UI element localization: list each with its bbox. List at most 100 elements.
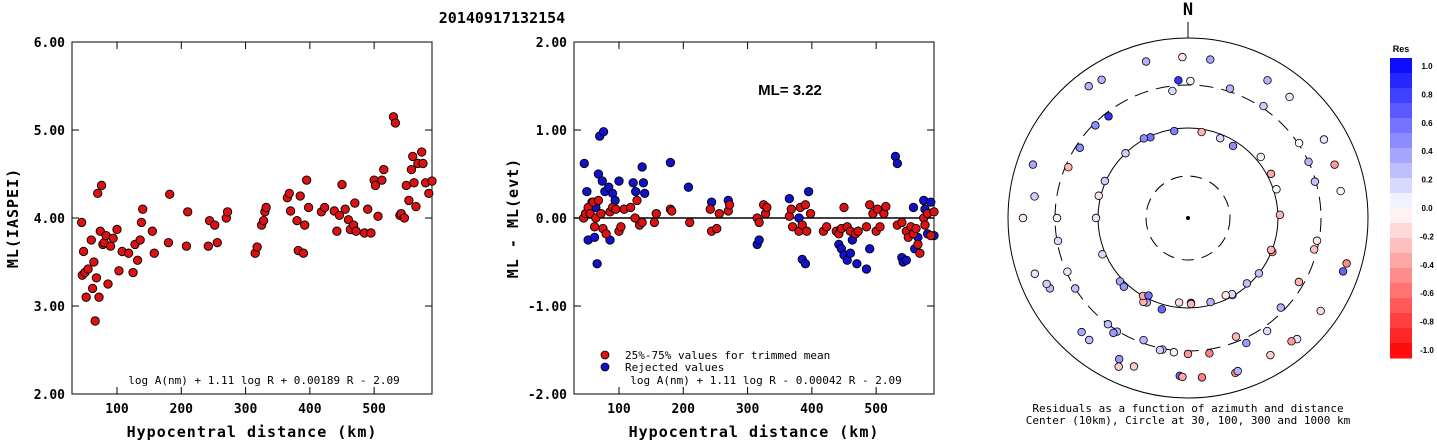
data-point (112, 224, 122, 235)
rejected-point (901, 255, 912, 265)
colorbar-swatch (1390, 88, 1412, 104)
trimmed-point (839, 202, 849, 213)
plot1-y-axis-label: ML(IASPEI) (4, 168, 22, 268)
colorbar-tick-label: 0.8 (1421, 90, 1433, 99)
polar-point (1174, 298, 1184, 307)
data-point (295, 191, 305, 201)
plot1-points (76, 112, 437, 326)
x-tick-label: 200 (170, 402, 194, 417)
plot1-x-axis-label: Hypocentral distance (km) (127, 423, 378, 441)
colorbar-swatch (1390, 103, 1412, 119)
y-tick-label: 4.00 (34, 212, 65, 227)
data-point (203, 241, 213, 251)
colorbar-swatch (1390, 283, 1412, 299)
plot2-formula: log A(nm) + 1.11 log R - 0.00042 R - 2.0… (630, 374, 902, 387)
colorbar-tick-label: 1.0 (1421, 62, 1433, 71)
rejected-point (628, 178, 638, 188)
polar-point (1139, 134, 1149, 143)
polar-point (1336, 186, 1345, 196)
rejected-point (614, 176, 624, 186)
trimmed-point (821, 222, 832, 232)
polar-point (1104, 112, 1113, 121)
trimmed-point (724, 200, 735, 210)
data-point (351, 226, 361, 236)
legend-label-rejected: Rejected values (625, 361, 724, 374)
x-tick-label: 300 (234, 402, 258, 417)
polar-point (1312, 236, 1322, 245)
data-point (81, 292, 91, 302)
colorbar-swatch (1390, 298, 1412, 314)
rejected-point (800, 259, 811, 269)
azimuth-residual-plot: N Residuals as a function of azimuth and… (1007, 0, 1369, 427)
trimmed-point (926, 230, 936, 241)
colorbar-swatch (1390, 133, 1412, 149)
plot2-x-axis-label: Hypocentral distance (km) (629, 423, 880, 441)
trimmed-point (705, 204, 715, 214)
rejected-point (638, 178, 649, 188)
rejected-point (589, 232, 600, 243)
residual-colorbar: Res 1.0 0.8 0.6 0.4 0.2 0.0 -0.2 -0.4 -0.6 -0.8 -1… (1390, 44, 1434, 359)
polar-point (1157, 305, 1167, 314)
data-point (123, 248, 134, 258)
polar-point (1186, 76, 1195, 86)
data-point (96, 180, 107, 191)
legend-marker-trimmed (600, 350, 610, 360)
polar-point (1169, 348, 1179, 357)
polar-point (1139, 335, 1148, 345)
data-point (408, 151, 418, 162)
colorbar-swatch (1390, 223, 1412, 239)
rejected-point (892, 158, 903, 169)
trimmed-point (797, 220, 807, 230)
trimmed-point (800, 200, 811, 210)
data-point (300, 220, 310, 230)
polar-point (1266, 169, 1276, 179)
data-point (78, 246, 89, 257)
colorbar-tick-label: 0.2 (1421, 176, 1433, 185)
rejected-point (579, 158, 589, 169)
trimmed-point (875, 222, 885, 232)
rejected-point (582, 186, 592, 197)
polar-point (1103, 320, 1113, 329)
x-tick-label: 200 (672, 402, 696, 417)
data-point (390, 118, 401, 128)
data-point (377, 175, 387, 185)
polar-point (1091, 213, 1101, 223)
data-point (417, 147, 427, 157)
data-point (147, 226, 158, 236)
data-point (411, 201, 421, 212)
trimmed-point (651, 208, 661, 219)
colorbar-tick-label: -0.2 (1420, 232, 1434, 241)
polar-point (1272, 185, 1281, 194)
data-point (370, 180, 381, 191)
rejected-point (640, 188, 650, 199)
polar-point (1275, 210, 1285, 219)
polar-point (1075, 143, 1085, 152)
data-point (93, 188, 103, 199)
trimmed-point (625, 202, 636, 213)
data-point (332, 226, 342, 236)
polar-point (1178, 372, 1187, 382)
rejected-point (852, 259, 862, 269)
polar-point (1205, 349, 1214, 358)
polar-point (1091, 121, 1100, 130)
trimmed-point (762, 202, 772, 213)
plot2-legend: 25%-75% values for trimmed mean Rejected… (600, 349, 830, 374)
data-point (210, 220, 220, 230)
data-point (132, 255, 143, 265)
data-point (89, 257, 99, 267)
polar-point (1077, 327, 1086, 337)
data-point (363, 204, 373, 214)
trimmed-point (787, 222, 798, 232)
polar-point (1338, 267, 1348, 276)
data-point (334, 210, 345, 221)
polar-point (1053, 236, 1063, 246)
polar-caption-line1: Residuals as a function of azimuth and d… (1032, 402, 1343, 415)
colorbar-swatch (1390, 118, 1412, 134)
data-point (350, 198, 360, 208)
polar-point (1042, 279, 1051, 289)
polar-point (1052, 213, 1062, 223)
polar-point (1276, 303, 1285, 312)
plot1-formula: log A(nm) + 1.11 log R + 0.00189 R - 2.0… (128, 374, 400, 387)
trimmed-point (853, 226, 863, 236)
